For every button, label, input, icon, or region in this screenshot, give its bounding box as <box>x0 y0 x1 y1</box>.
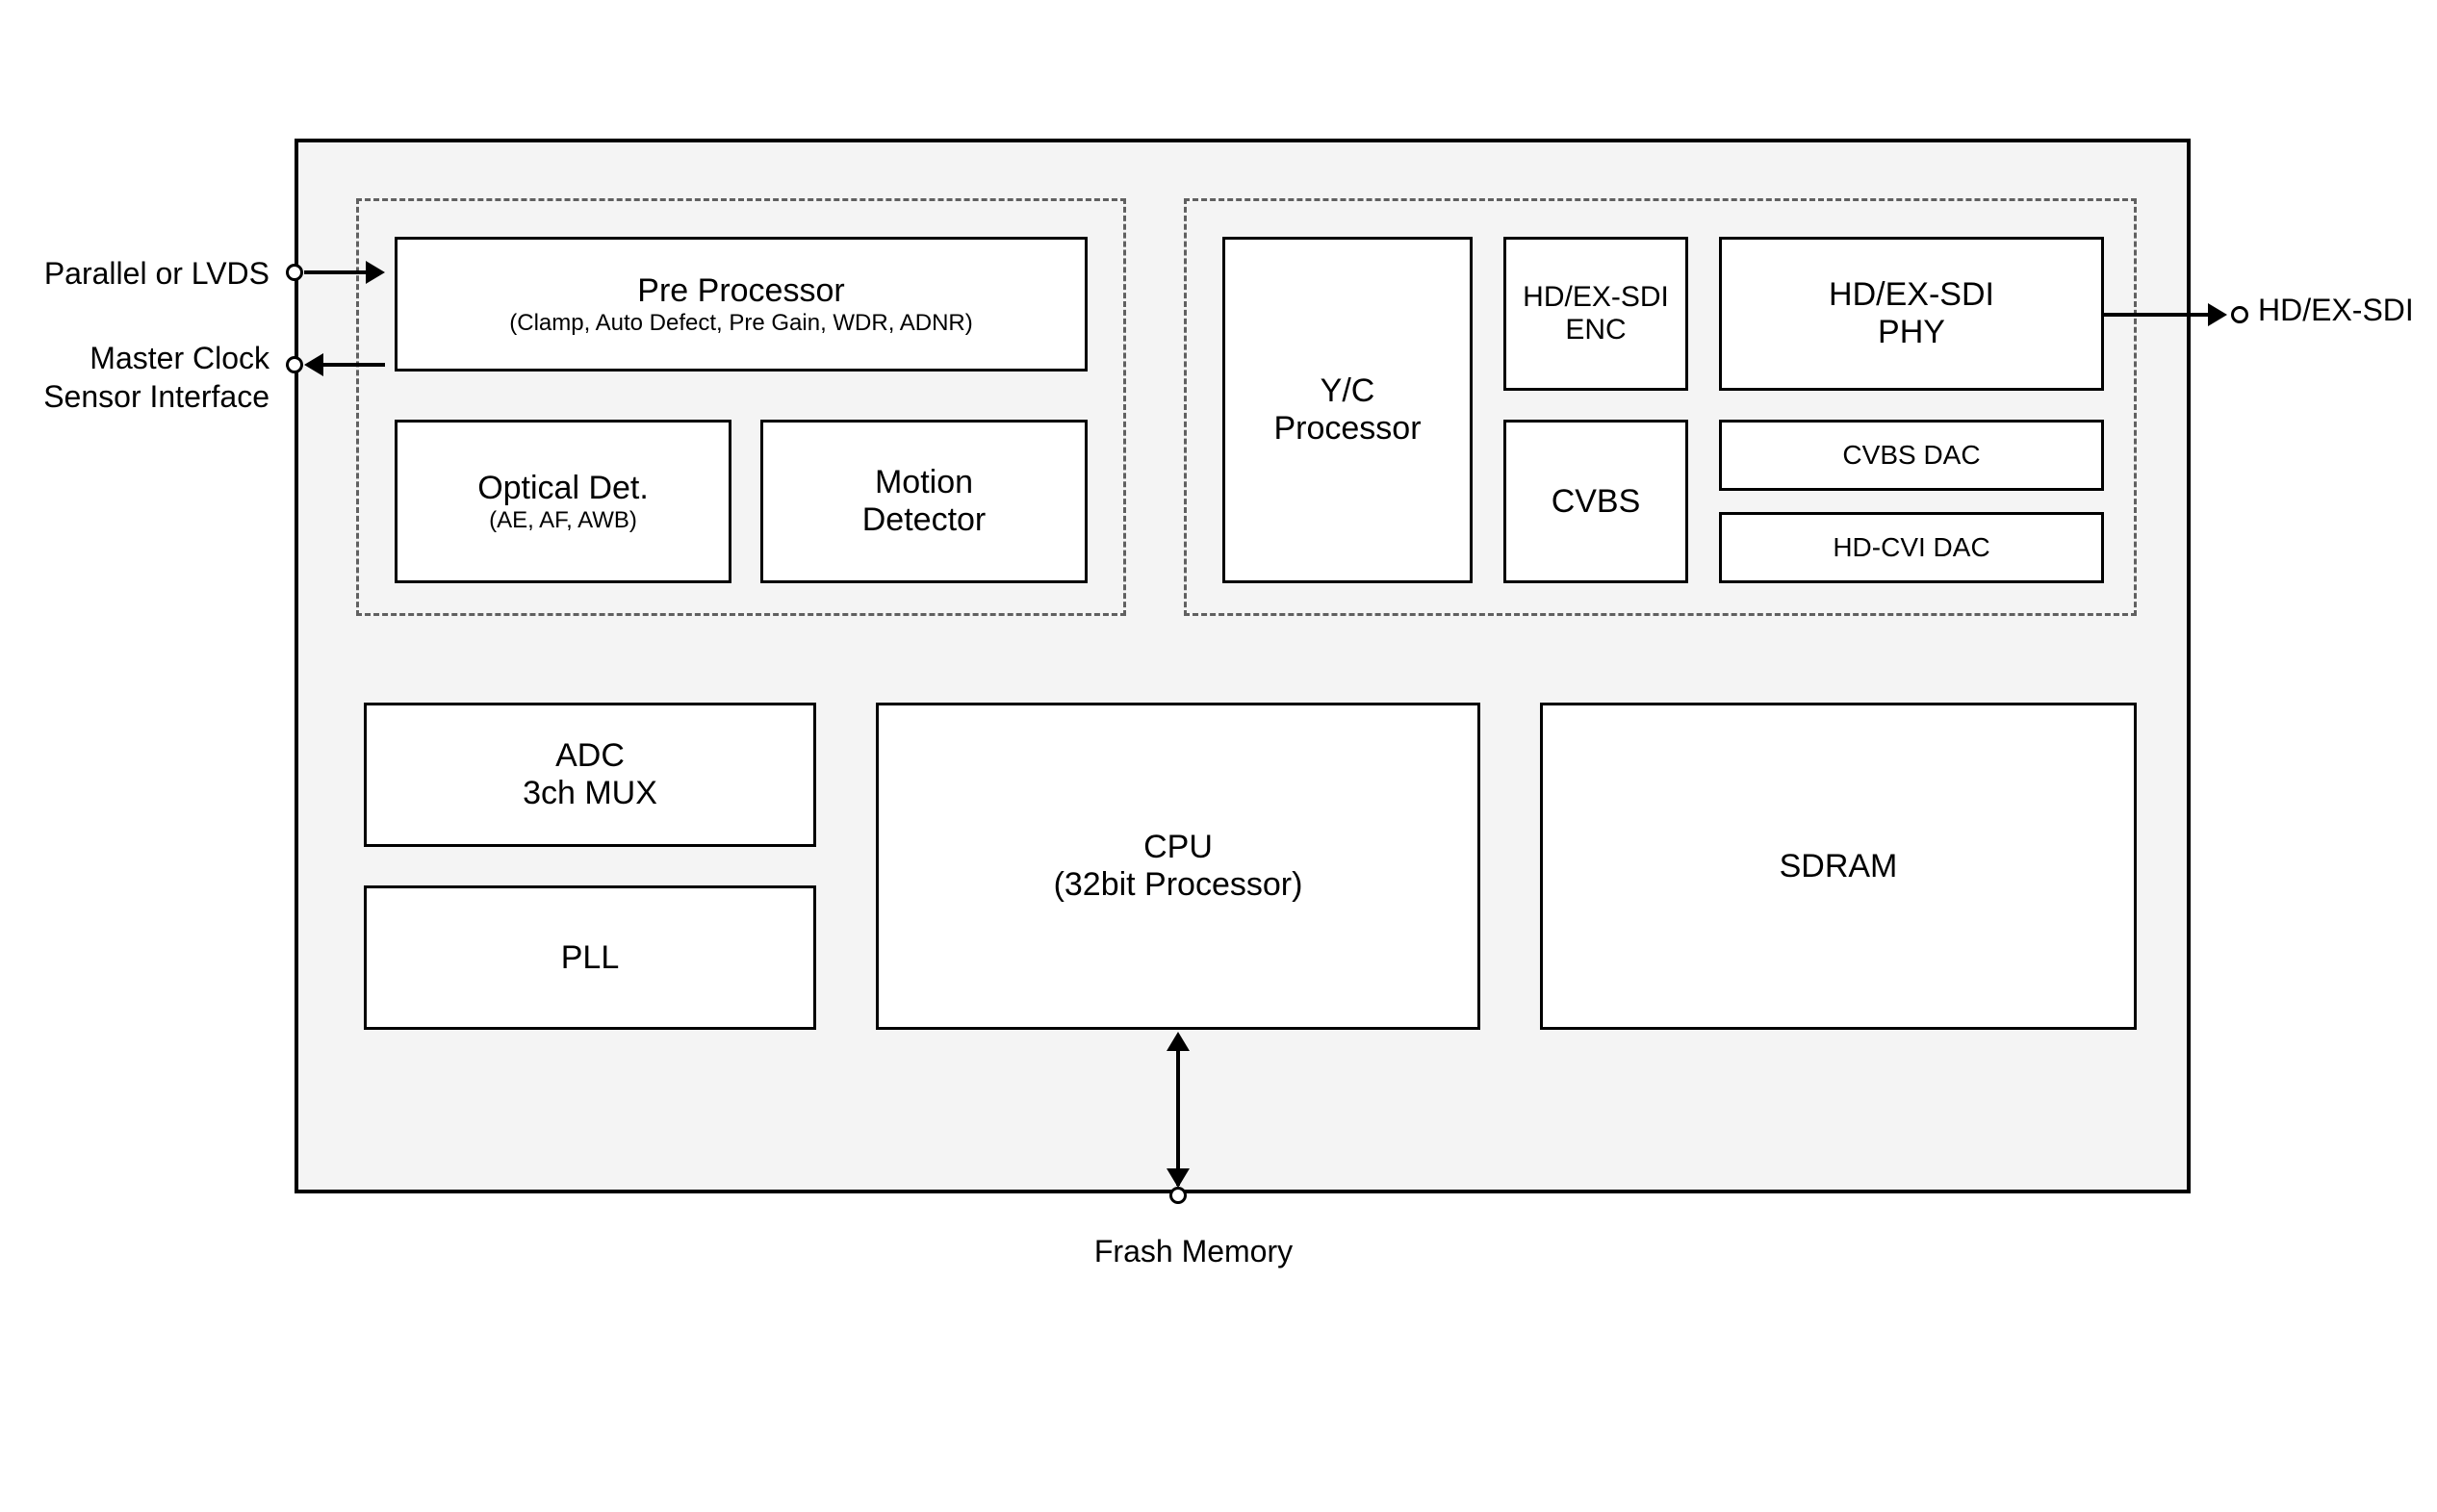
ext-label-flash: Frash Memory <box>1068 1232 1319 1270</box>
sdi-enc-block: HD/EX-SDI ENC <box>1503 237 1688 391</box>
arrow-head-icon <box>1167 1168 1190 1188</box>
cpu-block: CPU (32bit Processor) <box>876 703 1480 1030</box>
arrow-head-icon <box>366 261 385 284</box>
arrow-line <box>2104 313 2210 317</box>
arrow-head-icon <box>304 353 323 376</box>
hdcvi-dac-block: HD-CVI DAC <box>1719 512 2104 583</box>
block-title: HD/EX-SDI ENC <box>1523 281 1669 346</box>
ext-label-master-clock: Master Clock Sensor Interface <box>10 339 269 416</box>
port-circle-icon <box>286 264 303 281</box>
arrow-line <box>304 270 368 274</box>
block-title: Optical Det. <box>477 470 649 507</box>
sdi-phy-block: HD/EX-SDI PHY <box>1719 237 2104 391</box>
adc-block: ADC 3ch MUX <box>364 703 816 847</box>
pre-processor-block: Pre Processor (Clamp, Auto Defect, Pre G… <box>395 237 1088 372</box>
optical-det-block: Optical Det. (AE, AF, AWB) <box>395 420 731 583</box>
port-circle-icon <box>286 356 303 373</box>
block-title: Y/C Processor <box>1273 372 1421 448</box>
sdram-block: SDRAM <box>1540 703 2137 1030</box>
block-title: HD/EX-SDI PHY <box>1829 276 1994 351</box>
block-title: SDRAM <box>1780 848 1898 885</box>
block-title: Motion Detector <box>862 464 987 539</box>
cvbs-block: CVBS <box>1503 420 1688 583</box>
arrow-head-icon <box>2208 303 2227 326</box>
diagram-canvas: Pre Processor (Clamp, Auto Defect, Pre G… <box>0 0 2437 1512</box>
ext-label-sdi: HD/EX-SDI <box>2258 291 2437 329</box>
block-title: CVBS DAC <box>1842 440 1980 471</box>
yc-processor-block: Y/C Processor <box>1222 237 1473 583</box>
arrow-head-icon <box>1167 1032 1190 1051</box>
block-title: CPU (32bit Processor) <box>1054 829 1303 904</box>
port-circle-icon <box>1169 1187 1187 1204</box>
block-title: ADC 3ch MUX <box>523 737 657 812</box>
motion-detector-block: Motion Detector <box>760 420 1088 583</box>
pll-block: PLL <box>364 885 816 1030</box>
block-title: HD-CVI DAC <box>1833 532 1989 563</box>
port-circle-icon <box>2231 306 2248 323</box>
block-title: PLL <box>561 939 620 977</box>
block-title: CVBS <box>1552 483 1641 521</box>
block-subtitle: (AE, AF, AWB) <box>489 507 637 534</box>
block-title: Pre Processor <box>637 272 844 310</box>
block-subtitle: (Clamp, Auto Defect, Pre Gain, WDR, ADNR… <box>509 310 972 337</box>
cvbs-dac-block: CVBS DAC <box>1719 420 2104 491</box>
ext-label-lvds: Parallel or LVDS <box>10 254 269 293</box>
arrow-line <box>321 363 385 367</box>
arrow-line <box>1176 1049 1180 1186</box>
